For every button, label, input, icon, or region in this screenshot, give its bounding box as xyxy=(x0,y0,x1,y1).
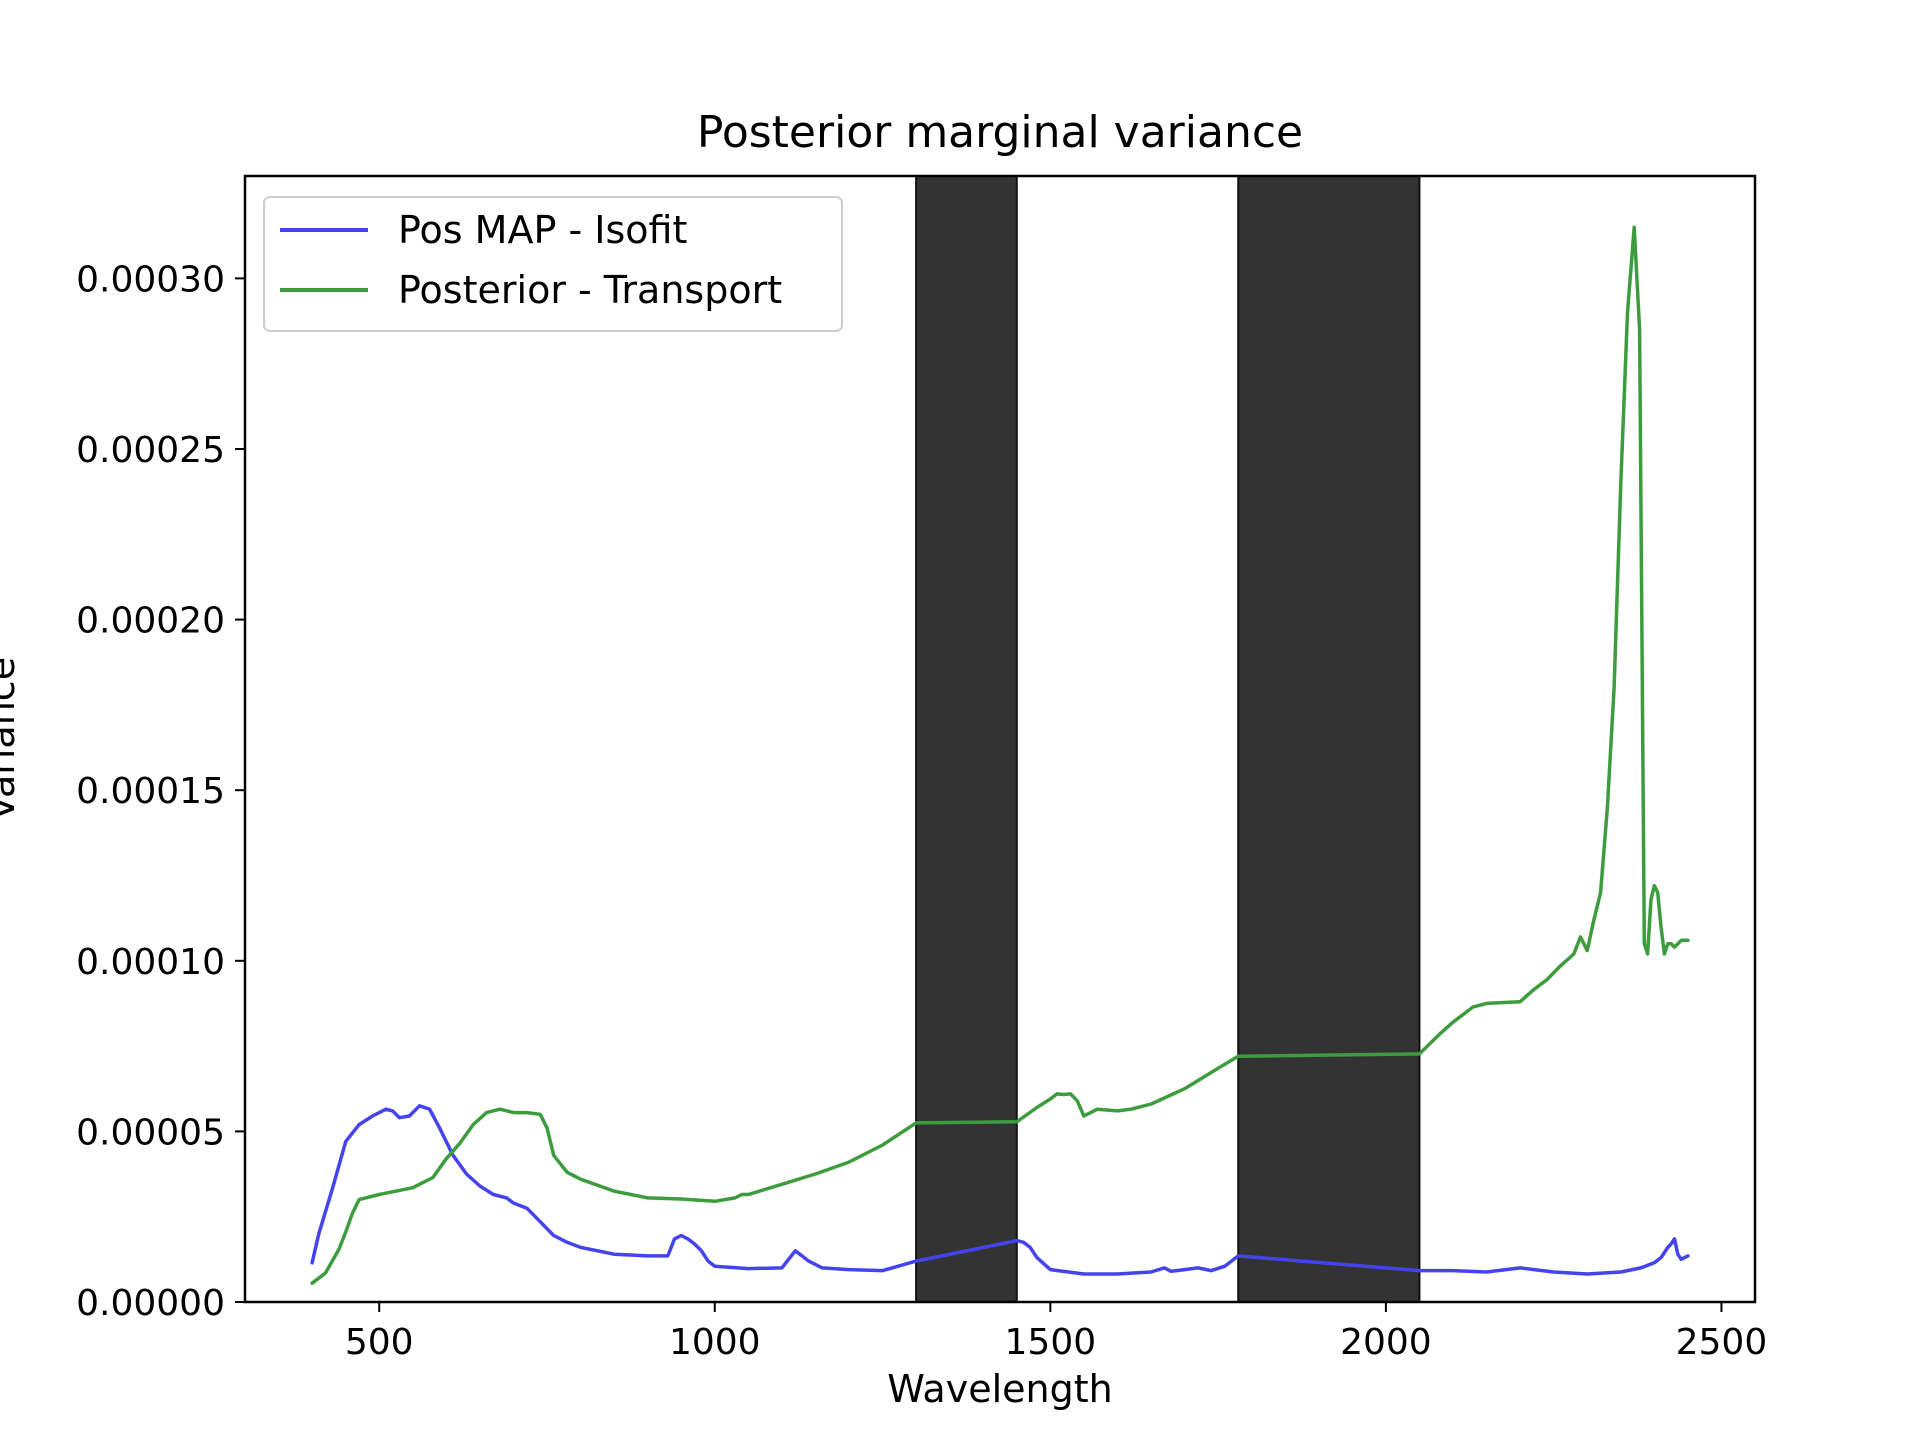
shaded-regions xyxy=(915,175,1421,1303)
plot-frame xyxy=(243,174,1757,1304)
y-tick-label: 0.00005 xyxy=(76,1112,225,1153)
legend-box xyxy=(263,196,843,332)
y-tick-label: 0.00030 xyxy=(76,259,225,300)
x-tick-label: 1000 xyxy=(669,1322,761,1363)
y-tick-label: 0.00000 xyxy=(76,1283,225,1324)
x-axis-label: Wavelength xyxy=(887,1367,1112,1411)
x-tick-label: 2000 xyxy=(1340,1322,1432,1363)
legend-label-2: Posterior - Transport xyxy=(398,268,782,312)
series-line-2 xyxy=(310,225,1690,1285)
shaded-region-1 xyxy=(915,175,1018,1303)
x-tick-label: 2500 xyxy=(1676,1322,1768,1363)
y-tick-label: 0.00025 xyxy=(76,430,225,471)
y-tick-label: 0.00015 xyxy=(76,771,225,812)
y-axis-label: Variance xyxy=(0,657,23,821)
x-axis-ticks: 500 1000 1500 2000 2500 xyxy=(345,1302,1767,1363)
legend-label-1: Pos MAP - Isofit xyxy=(398,208,687,252)
x-tick-label: 1500 xyxy=(1005,1322,1097,1363)
series-lines xyxy=(310,225,1690,1285)
x-tick-label: 500 xyxy=(345,1322,414,1363)
legend: Pos MAP - Isofit Posterior - Transport xyxy=(263,196,843,332)
shaded-region-2 xyxy=(1237,175,1421,1303)
y-tick-label: 0.00020 xyxy=(76,601,225,642)
chart-title: Posterior marginal variance xyxy=(697,107,1303,158)
y-tick-label: 0.00010 xyxy=(76,942,225,983)
series-line-1 xyxy=(310,1104,1690,1276)
y-axis-ticks: 0.00000 0.00005 0.00010 0.00015 0.00020 0.000… xyxy=(76,259,245,1324)
